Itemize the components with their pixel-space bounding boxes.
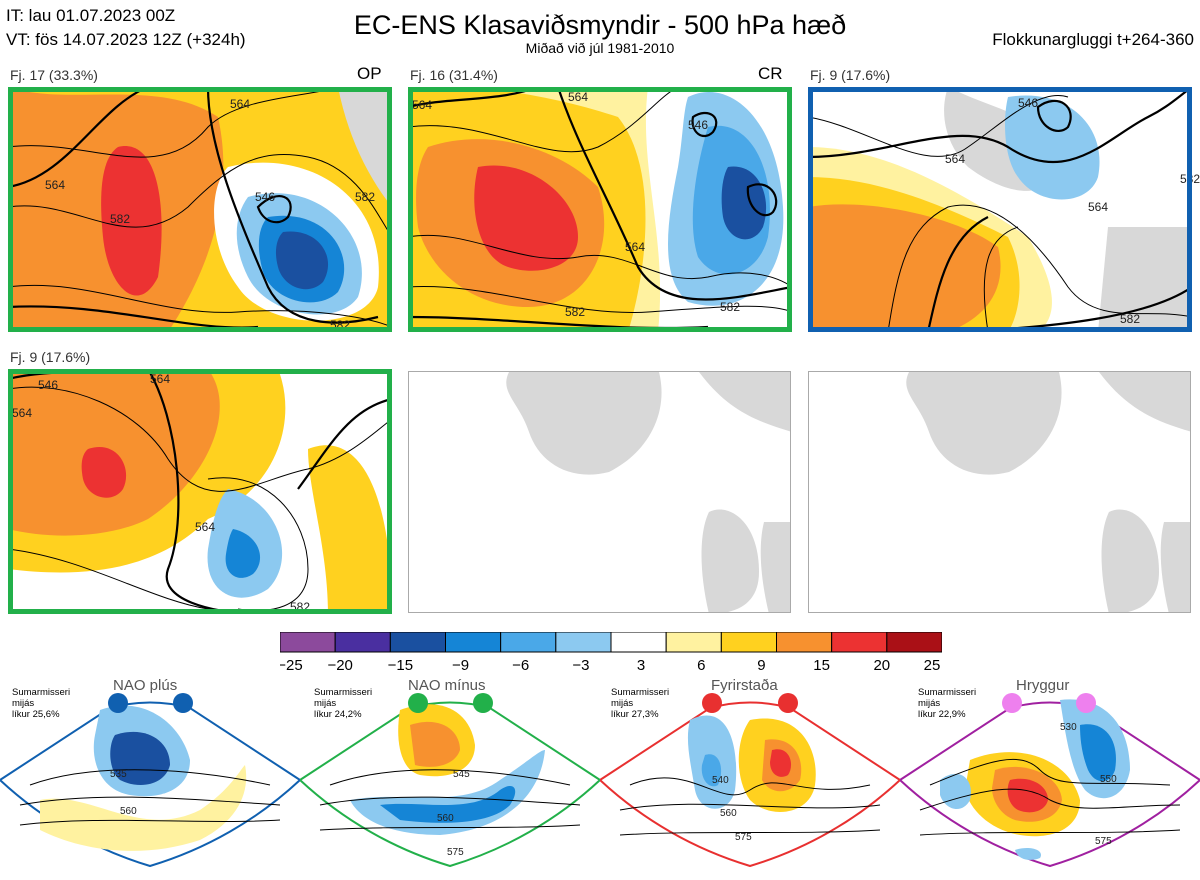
- colorbar-tick-label: 3: [637, 657, 645, 672]
- cluster-label-4: Fj. 9 (17.6%): [10, 349, 91, 365]
- regime-contour-label: 560: [120, 806, 137, 817]
- init-time: IT: lau 01.07.2023 00Z: [6, 6, 176, 25]
- regime-info: Sumarmisseri mijás líkur 25,6%: [12, 687, 71, 720]
- panel4-contour-label: 564: [12, 406, 33, 420]
- valid-time: VT: fös 14.07.2023 12Z (+324h): [6, 30, 246, 49]
- panel2-contour-label: 582: [565, 305, 586, 319]
- colorbar-tick-label: 15: [813, 657, 830, 672]
- window-label: Flokkunargluggi t+264-360: [992, 30, 1194, 49]
- regime-info: Sumarmisseri mijás líkur 22,9%: [918, 687, 977, 720]
- page-title: EC-ENS Klasaviðsmyndir - 500 hPa hæð: [353, 10, 847, 40]
- cluster-label-2: Fj. 16 (31.4%): [410, 67, 498, 83]
- regime-contour-label: 535: [110, 769, 127, 780]
- panel4-contour-label: 564: [150, 372, 171, 386]
- panel1-contour-label: 582: [110, 212, 131, 226]
- page-subtitle: Miðað við júl 1981-2010: [525, 40, 675, 56]
- panel1-contour-label: 564: [45, 178, 66, 192]
- panel2-contour-label: 564: [568, 90, 589, 104]
- cluster-label-1: Fj. 17 (33.3%): [10, 67, 98, 83]
- colorbar-tick-label: −20: [327, 657, 352, 672]
- colorbar-tick-label: −6: [512, 657, 529, 672]
- panel1-contour-label: 564: [230, 97, 251, 111]
- panel3-contour-label: 564: [945, 152, 966, 166]
- cluster-map-2: [408, 87, 792, 332]
- regime-name: Hryggur: [1016, 677, 1070, 694]
- cluster-tag-2: CR: [758, 64, 783, 83]
- colorbar-tick-label: −15: [388, 657, 413, 672]
- colorbar: −25 −20 −15 −9 −6 −3 3 6 9 15 20 25: [277, 631, 943, 674]
- regime-contour-label: 575: [1095, 836, 1112, 847]
- cluster-label-3: Fj. 9 (17.6%): [810, 67, 891, 83]
- panel4-contour-label: 546: [38, 378, 59, 392]
- regime-info: Sumarmisseri mijás líkur 27,3%: [611, 687, 670, 720]
- regime-nao-minus: NAO mínus Sumarmisseri mijás líkur 24,2% 5…: [298, 640, 602, 880]
- panel2-contour-label: 546: [688, 118, 709, 132]
- panel-border-3: [808, 87, 1192, 332]
- empty-map-1: [408, 371, 791, 613]
- regime-name: NAO mínus: [408, 677, 486, 694]
- panel4-contour-label: 564: [195, 520, 216, 534]
- panel3-contour-label: 582: [1120, 312, 1141, 326]
- empty-map-2: [808, 371, 1191, 613]
- regime-contour-label: 545: [453, 769, 470, 780]
- regime-nao-plus: NAO plús Sumarmisseri mijás líkur 25,6% 53…: [0, 640, 302, 880]
- panel3-contour-label: 564: [1088, 200, 1109, 214]
- panel2-contour-label: 564: [412, 98, 433, 112]
- colorbar-tick-label: 20: [873, 657, 890, 672]
- cluster-map-3: [808, 87, 1192, 332]
- cluster-map-4: [8, 369, 392, 614]
- regime-contour-label: 550: [1100, 774, 1117, 785]
- regime-name: Fyrirstaða: [711, 677, 778, 694]
- panel-border-1: [8, 87, 392, 332]
- colorbar-tick-label: 25: [924, 657, 941, 672]
- regime-contour-label: 575: [735, 832, 752, 843]
- cluster-map-1: [8, 87, 392, 332]
- regime-name: NAO plús: [113, 677, 178, 694]
- colorbar-tick-label: −3: [572, 657, 589, 672]
- colorbar-tick-label: 9: [757, 657, 765, 672]
- colorbar-tick-label: −9: [452, 657, 469, 672]
- regime-ridge: Hryggur Sumarmisseri mijás líkur 22,9% 530…: [898, 640, 1200, 880]
- colorbar-tick-label: −25: [280, 657, 303, 672]
- regime-blocking: Fyrirstaða Sumarmisseri mijás líkur 27,3% …: [598, 640, 902, 880]
- regime-contour-label: 560: [437, 813, 454, 824]
- regime-contour-label: 575: [447, 847, 464, 858]
- colorbar-tick-label: 6: [697, 657, 705, 672]
- regime-contour-label: 530: [1060, 722, 1077, 733]
- regime-info: Sumarmisseri mijás líkur 24,2%: [314, 687, 373, 720]
- panel1-contour-label: 582: [355, 190, 376, 204]
- panel1-contour-label: 546: [255, 190, 276, 204]
- panel3-contour-label: 546: [1018, 96, 1039, 110]
- regime-contour-label: 560: [720, 808, 737, 819]
- cluster-tag-1: OP: [357, 64, 382, 83]
- panel-border-2: [408, 87, 792, 332]
- panel-border-4: [8, 369, 392, 614]
- panel2-contour-label: 564: [625, 240, 646, 254]
- regime-contour-label: 540: [712, 775, 729, 786]
- panel2-contour-label: 582: [720, 300, 741, 314]
